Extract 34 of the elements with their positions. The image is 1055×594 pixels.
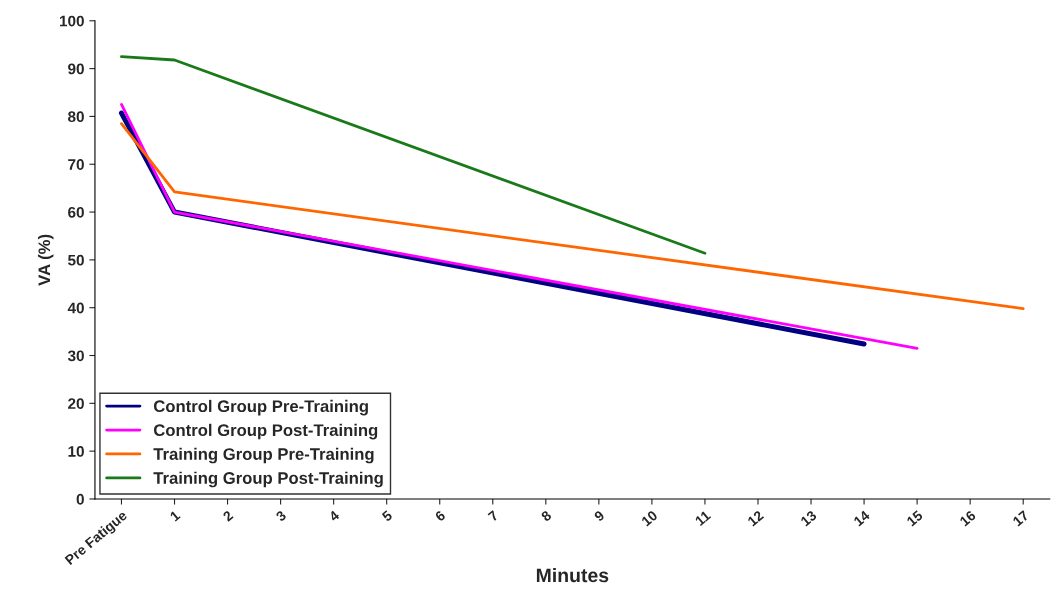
x-tick-label: 16 [959,509,977,527]
y-tick-label: 40 [67,302,84,314]
x-tick-label: 7 [487,510,499,522]
x-tick-label: 11 [694,510,712,526]
x-tick-label: 8 [540,509,553,522]
x-axis-title: Minutes [536,567,609,583]
x-tick-label: 5 [381,510,393,522]
y-axis-title: VA (%) [37,234,54,286]
y-tick-label: 10 [68,446,84,457]
y-tick-label: 0 [76,493,84,505]
y-tick-label: 100 [60,15,84,27]
x-tick-label: 13 [800,509,818,527]
x-tick-label: 10 [640,510,659,527]
x-tick-label: 1 [169,510,181,522]
x-tick-label: 2 [222,510,234,522]
legend-label: Training Group Post-Training [153,471,383,488]
y-tick-label: 30 [67,350,84,362]
legend-label: Control Group Post-Training [153,423,378,440]
y-tick-label: 80 [68,111,84,123]
legend-label: Control Group Pre-Training [153,399,368,416]
y-tick-label: 90 [68,63,84,75]
y-tick-label: 50 [68,254,84,266]
legend-label: Training Group Pre-Training [153,447,374,464]
x-tick-label: 15 [906,510,924,527]
x-tick-label: 4 [328,509,341,522]
x-tick-label: 12 [747,510,765,527]
y-tick-label: 70 [68,159,84,170]
x-tick-label: 6 [434,509,446,522]
y-tick-label: 60 [68,206,84,218]
x-tick-label: 14 [853,509,871,527]
y-tick-label: 20 [68,398,84,410]
x-tick-label: 3 [275,509,287,522]
x-tick-label: 17 [1012,510,1030,527]
x-tick-label: 9 [593,509,606,522]
